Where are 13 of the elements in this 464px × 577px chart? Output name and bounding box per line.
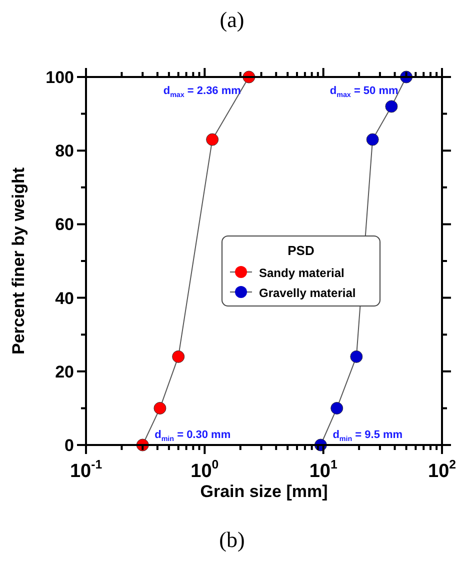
y-tick-label: 0 <box>64 436 74 455</box>
y-tick-label: 80 <box>55 142 74 161</box>
y-tick-label: 20 <box>55 362 74 382</box>
legend-label: Sandy material <box>259 266 344 280</box>
chart-title: (a) <box>218 6 246 34</box>
y-tick-label: 40 <box>55 288 74 308</box>
text: (b) <box>218 527 246 553</box>
x-axis-title: Grain size [mm] <box>200 482 328 501</box>
y-tick-label: 60 <box>55 215 74 234</box>
y-tick-label: 100 <box>46 68 74 87</box>
legend-title: PSD <box>288 243 314 258</box>
y-axis-title: Percent finer by weight <box>9 167 28 355</box>
legend-label: Gravelly material <box>259 286 356 300</box>
